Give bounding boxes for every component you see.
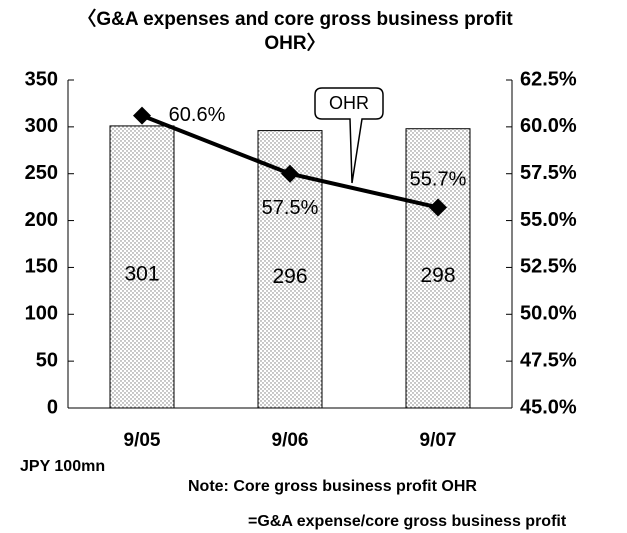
y-tick-label: 200	[25, 209, 58, 231]
y-tick-label: 100	[25, 303, 58, 325]
y2-tick-label: 45.0%	[520, 396, 577, 418]
x-tick-label: 9/07	[420, 430, 457, 451]
bar-label: 298	[420, 264, 455, 287]
callout	[314, 87, 384, 184]
bar-label: 296	[272, 265, 307, 288]
bar-label: 301	[124, 263, 159, 286]
y2-tick-label: 62.5%	[520, 68, 577, 90]
y2-tick-label: 60.0%	[520, 115, 577, 137]
x-tick-label: 9/05	[124, 430, 161, 451]
y2-tick-label: 50.0%	[520, 303, 577, 325]
y-tick-label: 300	[25, 115, 58, 137]
unit-note: JPY 100mn	[20, 458, 105, 475]
y-tick-label: 150	[25, 256, 58, 278]
y2-tick-label: 47.5%	[520, 349, 577, 371]
marker	[133, 106, 151, 125]
note: Note: Core gross business profit OHR	[188, 478, 477, 495]
x-tick-label: 9/06	[272, 430, 309, 451]
point-label: 57.5%	[262, 197, 319, 219]
y2-tick-label: 52.5%	[520, 256, 577, 278]
y-tick-label: 350	[25, 68, 58, 90]
marker	[281, 164, 299, 183]
bar	[405, 128, 471, 409]
legend-label: OHR	[329, 93, 369, 113]
y-tick-label: 50	[36, 349, 58, 371]
chart-title: 〈G&A expenses and core gross business pr…	[77, 9, 513, 54]
y2-tick-label: 57.5%	[520, 162, 577, 184]
y-tick-label: 250	[25, 162, 58, 184]
marker	[429, 198, 447, 217]
y-tick-label: 0	[47, 396, 58, 418]
bar	[109, 125, 175, 409]
y2-tick-label: 55.0%	[520, 209, 577, 231]
point-label: 55.7%	[410, 169, 467, 191]
point-label: 60.6%	[169, 104, 226, 126]
note: =G&A expense/core gross business profit	[248, 513, 567, 530]
